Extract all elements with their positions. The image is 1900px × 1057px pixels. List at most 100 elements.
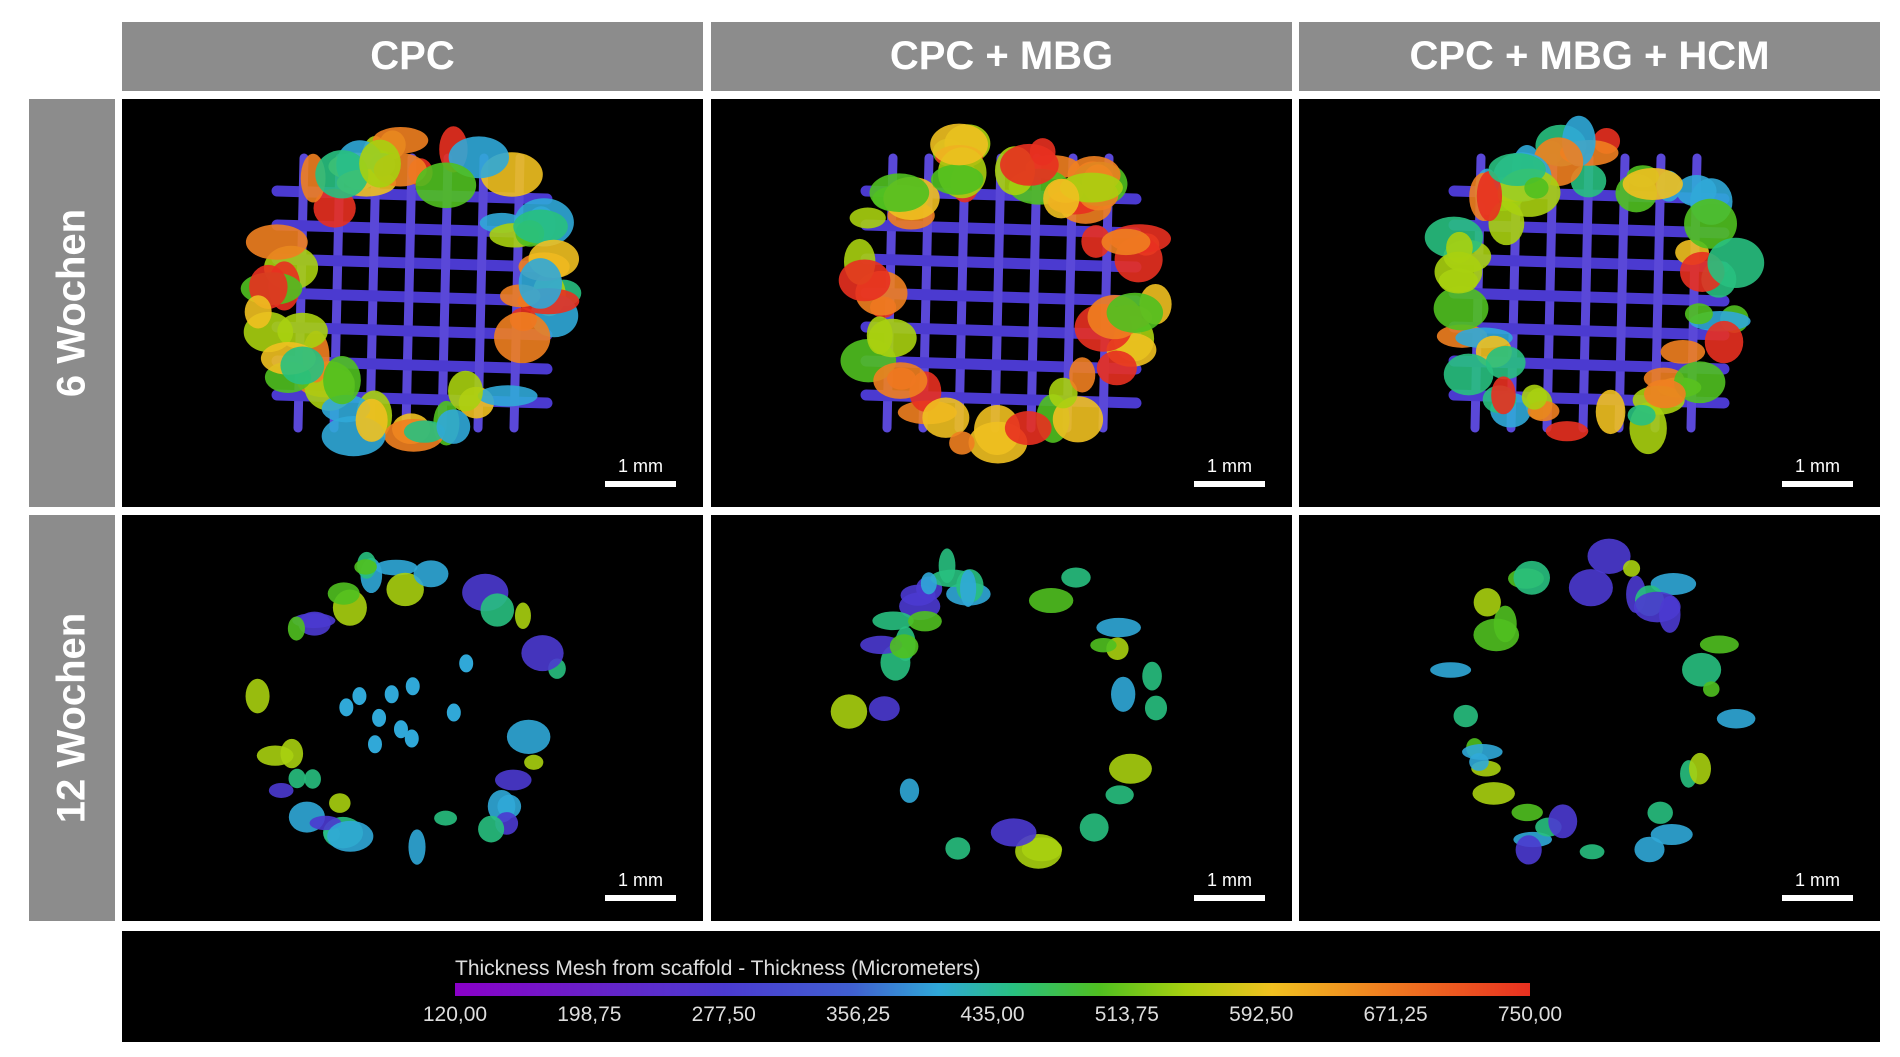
scale-bar: 1 mm: [1782, 456, 1853, 487]
blob: [1105, 785, 1134, 805]
colorbar: [455, 983, 1530, 996]
scale-bar-label: 1 mm: [1795, 456, 1840, 476]
blob: [256, 745, 294, 766]
blob: [315, 150, 369, 199]
column-header: CPC: [122, 22, 703, 91]
blob: [1096, 617, 1141, 638]
blob: [359, 139, 401, 188]
blob: [1048, 377, 1078, 409]
blob: [872, 611, 914, 631]
blob: [869, 173, 930, 212]
column-header: CPC + MBG: [711, 22, 1292, 91]
blob: [1682, 652, 1722, 687]
blob: [873, 362, 928, 399]
blob: [1069, 357, 1096, 393]
blob: [408, 829, 426, 865]
colorbar-tick: 592,50: [1229, 1003, 1294, 1026]
blob: [1096, 350, 1137, 386]
scaffold-render: [1430, 538, 1756, 865]
row-label: 12 Wochen: [49, 612, 94, 824]
colorbar-tick: 356,25: [826, 1003, 891, 1026]
blob: [415, 162, 477, 209]
blob: [521, 635, 564, 672]
blob: [1493, 605, 1517, 643]
scaffold-render: [240, 126, 582, 457]
blob: [1430, 662, 1472, 678]
scaffold-render: [838, 123, 1172, 464]
blob: [494, 311, 551, 364]
blob: [298, 611, 331, 636]
scale-bar-line: [1194, 895, 1265, 901]
blob: [1106, 292, 1164, 333]
scale-bar: 1 mm: [1194, 870, 1265, 901]
blob: [1633, 591, 1681, 623]
colorbar-title: Thickness Mesh from scaffold - Thickness…: [455, 957, 981, 980]
blob: [1622, 168, 1683, 201]
blob: [405, 677, 420, 696]
blob: [920, 572, 937, 595]
colorbar-tick: 671,25: [1363, 1003, 1428, 1026]
blob: [1684, 303, 1713, 325]
blob: [1061, 567, 1091, 588]
blob: [899, 778, 920, 803]
blob: [1650, 823, 1693, 846]
blob: [244, 295, 272, 329]
blob: [268, 782, 294, 798]
blob: [1443, 353, 1494, 396]
blob: [938, 548, 956, 584]
blob: [477, 385, 538, 407]
strand: [1448, 321, 1730, 341]
blob: [838, 259, 891, 302]
blob: [1704, 320, 1744, 364]
scale-bar-line: [1194, 481, 1265, 487]
scale-bar: 1 mm: [605, 456, 676, 487]
blob: [868, 696, 900, 721]
blob: [1090, 637, 1117, 653]
blob: [323, 355, 361, 405]
blob: [514, 602, 531, 629]
blob: [908, 610, 942, 632]
blob: [1521, 384, 1548, 410]
image-panel: 1 mm: [122, 99, 703, 507]
blob: [930, 164, 984, 195]
blob: [1476, 171, 1503, 222]
blob: [1623, 560, 1641, 577]
blob: [329, 793, 351, 813]
blob: [1485, 345, 1526, 380]
blob: [339, 698, 354, 717]
image-panel: 1 mm: [122, 515, 703, 921]
blob: [1676, 175, 1717, 207]
scale-bar-line: [1782, 895, 1853, 901]
blob: [436, 409, 471, 444]
blob: [386, 572, 424, 607]
blob: [287, 616, 305, 641]
blob: [1684, 198, 1737, 249]
blob: [288, 768, 306, 789]
blob: [1473, 588, 1501, 617]
image-panel: 1 mm: [711, 515, 1292, 921]
blob: [1674, 361, 1726, 404]
blob: [1000, 143, 1059, 186]
blob: [1515, 835, 1542, 865]
blob: [448, 370, 483, 412]
blob: [1707, 237, 1765, 288]
blob: [393, 720, 408, 739]
blob: [277, 312, 328, 350]
blob: [1716, 709, 1756, 729]
strand: [1578, 153, 1594, 433]
blob: [849, 207, 886, 229]
blob: [446, 703, 461, 722]
colorbar-tick: 435,00: [960, 1003, 1025, 1026]
blob: [1144, 695, 1168, 721]
colorbar-tick: 750,00: [1497, 1003, 1563, 1026]
blob: [1111, 676, 1136, 712]
blob: [327, 582, 360, 605]
blob: [1568, 569, 1613, 607]
blob: [1643, 379, 1686, 409]
strand: [401, 153, 417, 433]
image-panel: 1 mm: [1299, 515, 1880, 921]
blob: [990, 818, 1037, 847]
blob: [1021, 837, 1063, 862]
blob: [1595, 389, 1626, 435]
